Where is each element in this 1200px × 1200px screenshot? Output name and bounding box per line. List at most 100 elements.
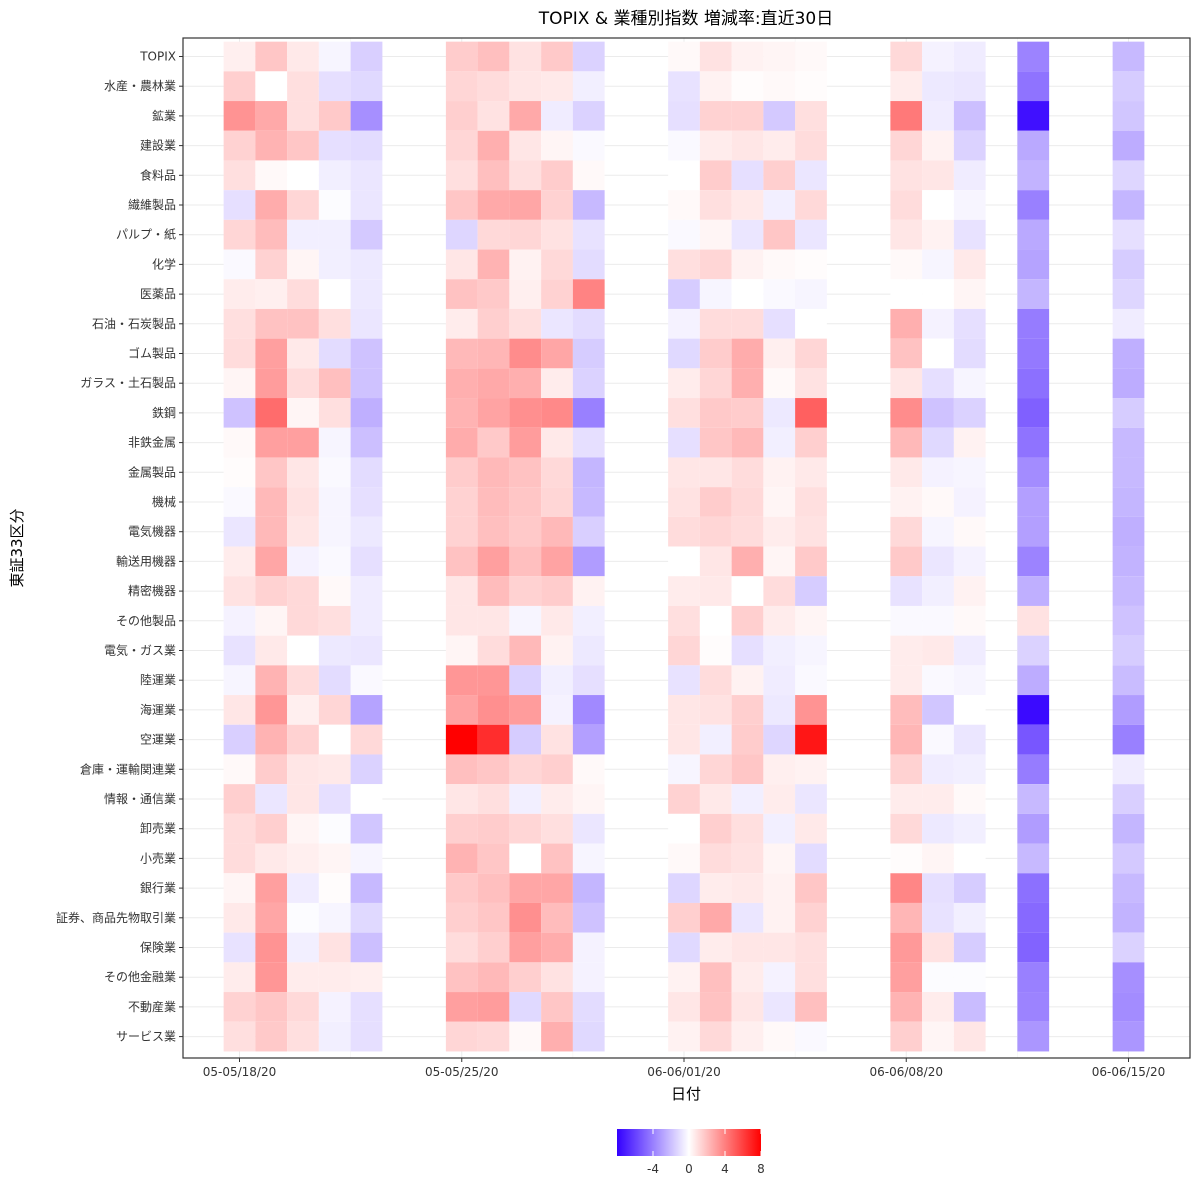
y-tick-label: 空運業	[140, 733, 176, 747]
heatmap-cell	[477, 784, 510, 814]
heatmap-cell	[255, 576, 288, 606]
heatmap-cell	[287, 902, 319, 933]
heatmap-cell	[922, 546, 954, 577]
heatmap-cell	[509, 962, 542, 993]
heatmap-cell	[572, 427, 605, 458]
heatmap-cell	[350, 962, 383, 993]
heatmap-cell	[890, 101, 923, 131]
heatmap-cell	[953, 249, 986, 280]
y-tick-label: 精密機器	[128, 583, 176, 598]
heatmap-cell	[350, 190, 383, 220]
heatmap-cell	[1112, 71, 1145, 102]
heatmap-cell	[953, 546, 986, 577]
heatmap-cell	[1112, 427, 1145, 458]
heatmap-cell	[477, 902, 510, 933]
heatmap-cell	[223, 160, 256, 191]
heatmap-cell	[255, 308, 288, 339]
heatmap-cell	[223, 279, 256, 309]
heatmap-cell	[318, 784, 351, 814]
heatmap-cell	[953, 695, 986, 725]
heatmap-cell	[318, 71, 351, 102]
y-tick-label: パルプ・紙	[116, 227, 176, 242]
heatmap-cell	[1017, 368, 1050, 399]
heatmap-cell	[572, 71, 605, 102]
heatmap-cell	[541, 487, 573, 517]
heatmap-cell	[1017, 130, 1050, 161]
heatmap-cell	[350, 635, 383, 666]
heatmap-cell	[1017, 902, 1050, 933]
heatmap-cell	[1017, 1021, 1050, 1052]
heatmap-cell	[255, 754, 288, 785]
heatmap-cell	[318, 932, 351, 963]
heatmap-cell	[922, 368, 954, 399]
heatmap-cell	[509, 932, 542, 963]
heatmap-cell	[223, 516, 256, 547]
panel-border	[182, 37, 1191, 1059]
heatmap-cell	[763, 516, 796, 547]
heatmap-cell	[953, 665, 986, 696]
heatmap-cell	[731, 427, 764, 458]
heatmap-cell	[953, 813, 986, 844]
heatmap-cell	[763, 160, 796, 191]
heatmap-cell	[350, 873, 383, 903]
heatmap-cell	[223, 754, 256, 785]
heatmap-cell	[223, 427, 256, 458]
heatmap-cell	[509, 101, 542, 131]
heatmap-cell	[668, 160, 700, 191]
heatmap-cell	[763, 754, 796, 785]
heatmap-cell	[668, 754, 700, 785]
heatmap-cell	[953, 368, 986, 399]
heatmap-cell	[1112, 457, 1145, 488]
heatmap-cell	[318, 516, 351, 547]
heatmap-cell	[541, 279, 573, 309]
heatmap-cell	[699, 605, 732, 636]
heatmap-cell	[509, 1021, 542, 1052]
heatmap-cell	[445, 368, 478, 399]
heatmap-cell	[287, 457, 319, 488]
heatmap-cell	[445, 962, 478, 993]
heatmap-cell	[445, 605, 478, 636]
heatmap-cell	[731, 101, 764, 131]
heatmap-cell	[509, 992, 542, 1022]
y-tick-label: 不動産業	[128, 999, 176, 1014]
heatmap-cell	[509, 487, 542, 517]
heatmap-cell	[541, 368, 573, 399]
y-tick-label: 輸送用機器	[116, 553, 176, 568]
heatmap-cell	[541, 101, 573, 131]
heatmap-cell	[922, 873, 954, 903]
heatmap-cell	[795, 308, 827, 339]
heatmap-cell	[1017, 754, 1050, 785]
heatmap-cell	[223, 546, 256, 577]
heatmap-cell	[922, 902, 954, 933]
heatmap-cell	[287, 101, 319, 131]
heatmap-cell	[953, 635, 986, 666]
x-tick-label: 06-06/01/20	[647, 1065, 721, 1079]
heatmap-cell	[668, 576, 700, 606]
heatmap-cell	[477, 576, 510, 606]
heatmap-cell	[541, 724, 573, 755]
heatmap-cell	[795, 932, 827, 963]
heatmap-cell	[509, 784, 542, 814]
heatmap-cell	[731, 695, 764, 725]
heatmap-cell	[477, 71, 510, 102]
heatmap-cell	[668, 219, 700, 250]
heatmap-cell	[795, 902, 827, 933]
heatmap-cell	[922, 992, 954, 1022]
heatmap-cell	[1017, 813, 1050, 844]
heatmap-cell	[890, 1021, 923, 1052]
heatmap-cell	[318, 546, 351, 577]
heatmap-cell	[763, 249, 796, 280]
heatmap-cell	[255, 843, 288, 874]
heatmap-cell	[922, 427, 954, 458]
heatmap-cell	[699, 695, 732, 725]
heatmap-cell	[953, 754, 986, 785]
heatmap-cell	[287, 665, 319, 696]
heatmap-cell	[795, 101, 827, 131]
heatmap-cell	[699, 843, 732, 874]
heatmap-cell	[223, 784, 256, 814]
heatmap-cell	[922, 130, 954, 161]
heatmap-cell	[1112, 873, 1145, 903]
heatmap-cell	[795, 398, 827, 428]
heatmap-cell	[350, 41, 383, 72]
heatmap-cell	[350, 932, 383, 963]
